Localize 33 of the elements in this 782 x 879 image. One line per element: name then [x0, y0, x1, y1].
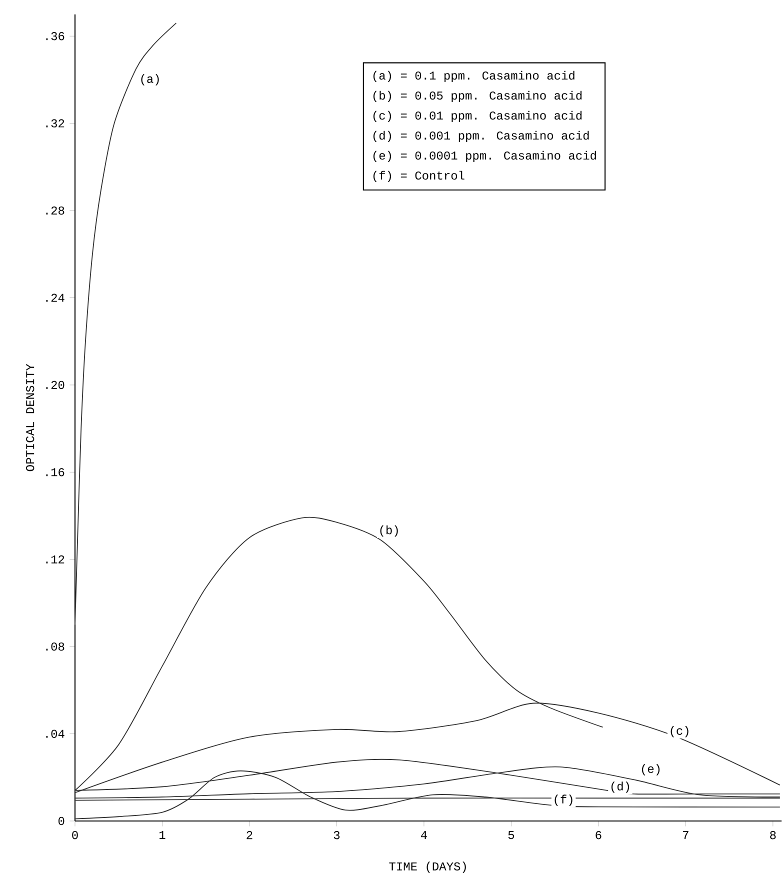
x-tick-label: 7 [683, 831, 688, 839]
y-tick-label: .16 [46, 468, 64, 476]
x-tick-label: 1 [159, 831, 166, 839]
y-tick-label: .36 [46, 32, 64, 40]
x-tick-label: 0 [72, 831, 78, 840]
x-tick-label: 6 [596, 831, 602, 840]
y-axis-title: OPTICAL DENSITY [26, 364, 34, 472]
y-tick-label: .28 [46, 206, 64, 215]
x-tick-label: 3 [334, 831, 340, 840]
y-tick-label: .32 [46, 119, 64, 128]
annotation: (d) = 0.001 ppm. Casamino acid [373, 130, 589, 142]
x-tick-label: 8 [770, 831, 776, 840]
y-tick-label: .20 [46, 380, 64, 390]
annotation: (e) [642, 764, 660, 776]
y-tick-label: 0 [58, 816, 64, 826]
annotation: (b) = 0.05 ppm. Casamino acid [373, 90, 582, 102]
annotation: (a) [141, 74, 159, 86]
y-tick-label: .12 [46, 555, 64, 564]
x-axis-title: TIME (DAYS) [389, 862, 466, 873]
annotation: (d) [611, 782, 630, 793]
y-tick-label: .04 [46, 730, 64, 738]
annotation: (b) [380, 525, 398, 537]
x-tick-label: 5 [508, 831, 514, 840]
x-tick-label: 4 [420, 831, 427, 839]
annotation: (f) [554, 794, 572, 806]
annotation: (e) = 0.0001 ppm. Casamino acid [373, 150, 596, 162]
annotation: (a) = 0.1 ppm. Casamino acid [373, 70, 574, 82]
y-tick-label: .24 [46, 294, 64, 302]
annotation: (c) = 0.01 ppm. Casamino acid [373, 110, 582, 122]
y-tick-label: .08 [46, 642, 64, 651]
annotation: (f) = Control [373, 170, 464, 182]
annotation: (c) [670, 726, 688, 738]
x-tick-label: 2 [246, 831, 252, 840]
